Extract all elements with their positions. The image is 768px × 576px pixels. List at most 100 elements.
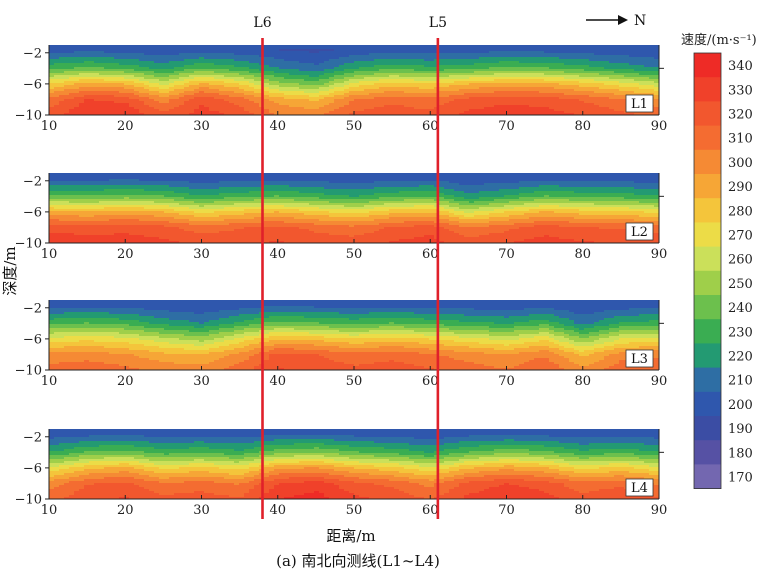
velocity-cell	[94, 189, 100, 192]
velocity-cell	[504, 55, 510, 58]
velocity-cell	[379, 81, 385, 84]
velocity-cell	[109, 61, 115, 64]
velocity-cell	[199, 107, 205, 110]
velocity-cell	[549, 83, 555, 86]
velocity-cell	[219, 59, 225, 62]
velocity-cell	[479, 91, 485, 94]
velocity-cell	[574, 71, 580, 74]
velocity-cell	[159, 59, 165, 62]
velocity-cell	[454, 105, 460, 108]
velocity-cell	[439, 53, 445, 56]
velocity-cell	[564, 83, 570, 86]
velocity-cell	[444, 187, 450, 190]
velocity-cell	[289, 83, 295, 86]
velocity-cell	[374, 191, 380, 194]
velocity-cell	[454, 77, 460, 80]
velocity-cell	[279, 63, 285, 66]
velocity-cell	[509, 81, 515, 84]
velocity-cell	[469, 57, 475, 60]
velocity-cell	[249, 181, 255, 184]
velocity-cell	[159, 181, 165, 184]
velocity-cell	[134, 87, 140, 90]
velocity-cell	[84, 79, 90, 82]
velocity-cell	[144, 99, 150, 102]
velocity-cell	[299, 87, 305, 90]
velocity-cell	[104, 177, 110, 180]
velocity-cell	[154, 183, 160, 186]
velocity-cell	[64, 51, 70, 54]
velocity-cell	[604, 187, 610, 190]
velocity-cell	[419, 81, 425, 84]
velocity-cell	[124, 97, 130, 100]
velocity-cell	[429, 87, 435, 90]
velocity-cell	[354, 93, 360, 96]
velocity-cell	[589, 185, 595, 188]
velocity-cell	[229, 177, 235, 180]
velocity-cell	[639, 75, 645, 78]
velocity-cell	[539, 83, 545, 86]
velocity-cell	[459, 79, 465, 82]
velocity-cell	[529, 99, 535, 102]
velocity-cell	[59, 81, 65, 84]
velocity-cell	[424, 181, 430, 184]
velocity-cell	[229, 55, 235, 58]
velocity-cell	[114, 73, 120, 76]
velocity-cell	[89, 187, 95, 190]
velocity-cell	[524, 105, 530, 108]
velocity-cell	[224, 85, 230, 88]
velocity-cell	[459, 63, 465, 66]
velocity-cell	[484, 55, 490, 58]
velocity-cell	[514, 187, 520, 190]
velocity-cell	[74, 87, 80, 90]
velocity-cell	[169, 107, 175, 110]
velocity-cell	[119, 99, 125, 102]
velocity-cell	[119, 81, 125, 84]
velocity-cell	[74, 61, 80, 64]
velocity-cell	[214, 187, 220, 190]
velocity-cell	[289, 85, 295, 88]
velocity-cell	[179, 67, 185, 70]
velocity-cell	[504, 59, 510, 62]
velocity-cell	[599, 107, 605, 110]
velocity-cell	[584, 97, 590, 100]
velocity-cell	[109, 65, 115, 68]
velocity-cell	[454, 109, 460, 112]
velocity-cell	[619, 83, 625, 86]
velocity-cell	[64, 91, 70, 94]
velocity-cell	[129, 53, 135, 56]
velocity-cell	[509, 187, 515, 190]
velocity-cell	[79, 63, 85, 66]
velocity-cell	[649, 63, 655, 66]
velocity-cell	[239, 189, 245, 192]
velocity-cell	[314, 53, 320, 56]
velocity-cell	[224, 177, 230, 180]
velocity-cell	[404, 85, 410, 88]
velocity-cell	[504, 73, 510, 76]
velocity-cell	[174, 89, 180, 92]
velocity-cell	[514, 105, 520, 108]
velocity-cell	[344, 101, 350, 104]
velocity-cell	[519, 187, 525, 190]
velocity-cell	[579, 97, 585, 100]
velocity-cell	[309, 85, 315, 88]
velocity-cell	[144, 89, 150, 92]
velocity-cell	[399, 189, 405, 192]
velocity-cell	[144, 101, 150, 104]
velocity-cell	[639, 83, 645, 86]
velocity-cell	[654, 87, 659, 90]
velocity-cell	[499, 61, 505, 64]
velocity-cell	[559, 61, 565, 64]
velocity-cell	[344, 113, 350, 115]
velocity-cell	[209, 79, 215, 82]
velocity-cell	[59, 73, 65, 76]
velocity-cell	[559, 53, 565, 56]
velocity-cell	[609, 61, 615, 64]
velocity-cell	[424, 191, 430, 194]
velocity-cell	[554, 55, 560, 58]
velocity-cell	[459, 55, 465, 58]
velocity-cell	[284, 63, 290, 66]
velocity-cell	[559, 49, 565, 52]
velocity-cell	[369, 57, 375, 60]
velocity-cell	[314, 57, 320, 60]
velocity-cell	[134, 61, 140, 64]
